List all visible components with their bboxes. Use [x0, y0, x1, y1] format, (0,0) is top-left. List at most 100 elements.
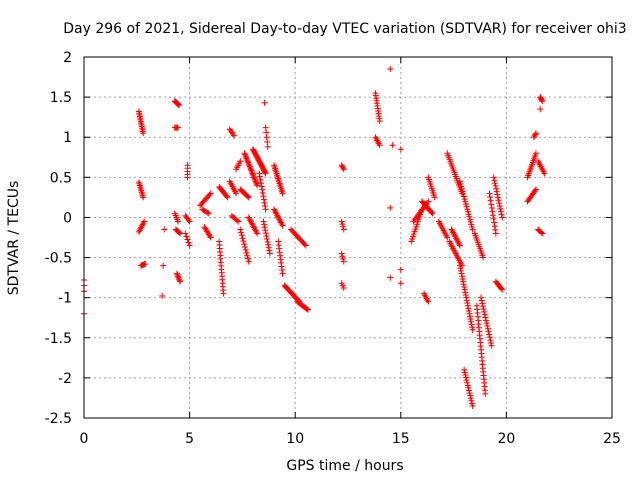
- data-point: [264, 238, 271, 245]
- data-point: [233, 217, 240, 224]
- x-tick-label: 15: [392, 431, 410, 447]
- data-point: [466, 213, 473, 220]
- data-point: [463, 297, 470, 304]
- data-point: [207, 234, 214, 241]
- data-point: [425, 298, 432, 305]
- data-point: [462, 291, 469, 298]
- data-point: [532, 131, 539, 138]
- y-tick-label: 0.5: [50, 170, 72, 186]
- data-point: [487, 194, 494, 201]
- data-point: [159, 293, 166, 300]
- data-point: [244, 255, 251, 262]
- data-point: [487, 337, 494, 344]
- data-point: [262, 124, 269, 131]
- data-point: [161, 226, 168, 233]
- data-point: [340, 223, 347, 230]
- data-point: [140, 219, 147, 226]
- data-point: [457, 265, 464, 272]
- data-point: [461, 196, 468, 203]
- data-point: [140, 130, 147, 137]
- data-point: [499, 214, 506, 221]
- data-point: [241, 150, 248, 157]
- data-point: [478, 297, 485, 304]
- data-point: [465, 308, 472, 315]
- data-point: [480, 254, 487, 261]
- data-point: [467, 316, 474, 323]
- data-point: [247, 166, 254, 173]
- data-point: [140, 194, 147, 201]
- y-tick-label: 1.5: [50, 90, 72, 106]
- x-axis-title: GPS time / hours: [286, 458, 403, 474]
- data-point: [244, 156, 251, 163]
- data-point: [176, 229, 183, 236]
- data-point: [237, 158, 244, 165]
- data-point: [464, 382, 471, 389]
- data-point: [220, 290, 227, 297]
- y-tick-label: -1.5: [45, 331, 72, 347]
- data-point: [257, 176, 264, 183]
- data-point: [464, 302, 471, 309]
- data-point: [206, 191, 213, 198]
- data-point: [248, 168, 255, 175]
- data-point: [429, 210, 436, 217]
- chart-title: Day 296 of 2021, Sidereal Day-to-day VTE…: [63, 21, 626, 37]
- data-point: [142, 260, 149, 267]
- data-point: [531, 132, 538, 139]
- data-point: [530, 134, 537, 141]
- data-point: [254, 182, 261, 189]
- data-point: [250, 172, 257, 179]
- data-point: [262, 230, 269, 237]
- data-point: [462, 289, 469, 296]
- data-point: [338, 162, 345, 169]
- data-point: [249, 171, 256, 178]
- data-point: [204, 209, 211, 216]
- data-point: [465, 387, 472, 394]
- data-point: [302, 242, 309, 249]
- data-point: [532, 150, 539, 157]
- data-point: [465, 384, 472, 391]
- data-point: [256, 173, 263, 180]
- data-point: [263, 235, 270, 242]
- data-point: [233, 190, 240, 197]
- data-point: [279, 190, 286, 197]
- data-point: [184, 236, 191, 243]
- data-point: [266, 247, 273, 254]
- data-point: [260, 196, 267, 203]
- data-point: [458, 183, 465, 190]
- data-point: [244, 252, 251, 259]
- data-point: [478, 294, 485, 301]
- data-point: [262, 169, 269, 176]
- x-tick-label: 0: [80, 431, 89, 447]
- data-point: [462, 372, 469, 379]
- data-point: [176, 275, 183, 282]
- data-point: [489, 212, 496, 219]
- data-point: [465, 211, 472, 218]
- y-tick-label: -2: [58, 371, 72, 387]
- data-point: [458, 185, 465, 192]
- data-point: [483, 317, 490, 324]
- data-point: [459, 273, 466, 280]
- data-point: [460, 278, 467, 285]
- data-point: [497, 208, 504, 215]
- data-point: [494, 191, 501, 198]
- data-point: [464, 208, 471, 215]
- data-point: [245, 160, 252, 167]
- data-point: [539, 98, 546, 105]
- data-point: [481, 311, 488, 318]
- data-point: [464, 300, 471, 307]
- data-point: [483, 320, 490, 327]
- data-point: [461, 286, 468, 293]
- data-point: [241, 243, 248, 250]
- data-point: [493, 185, 500, 192]
- data-point: [256, 170, 263, 177]
- data-point: [206, 233, 213, 240]
- data-point: [469, 326, 476, 333]
- data-point: [397, 266, 404, 273]
- data-point: [492, 230, 499, 237]
- data-point: [459, 275, 466, 282]
- data-point: [265, 241, 272, 248]
- data-point: [468, 397, 475, 404]
- grid-lines: [84, 57, 612, 418]
- data-point: [160, 262, 167, 269]
- data-point: [251, 174, 258, 181]
